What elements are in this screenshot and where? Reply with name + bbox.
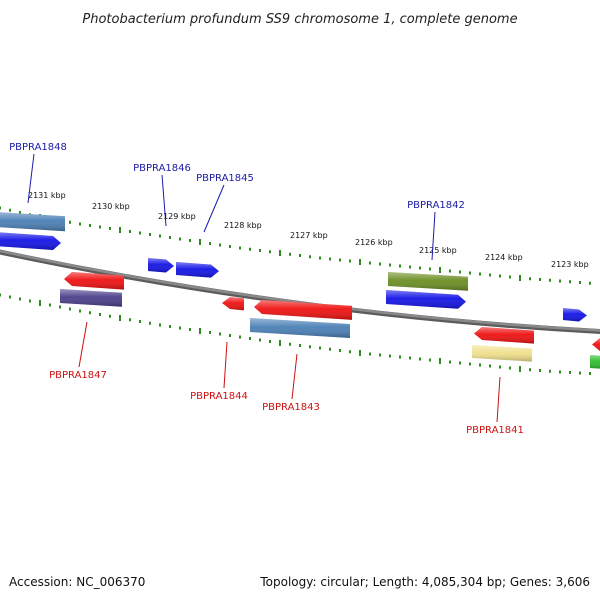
- scale-tick-label: 2126 kbp: [355, 238, 393, 247]
- gene-label-pbpra1845[interactable]: PBPRA1845: [196, 173, 254, 184]
- gene-label-pbpra1847[interactable]: PBPRA1847: [49, 370, 107, 381]
- leader-line-pbpra1842: [431, 211, 436, 261]
- leader-line-pbpra1848: [27, 153, 35, 204]
- gene-feature-red: [592, 338, 600, 351]
- gene-feature-olive: [388, 272, 468, 291]
- gene-feature-blue: [0, 232, 61, 250]
- leader-line-pbpra1843: [291, 353, 298, 400]
- gene-feature-navy: [60, 289, 122, 307]
- scale-tick-label: 2128 kbp: [224, 221, 262, 230]
- accession-text: Accession: NC_006370: [9, 575, 145, 589]
- gene-feature-red: [64, 272, 124, 290]
- gene-labels: PBPRA1848 PBPRA1846 PBPRA1845 PBPRA1842 PBPR…: [9, 142, 524, 436]
- leader-line-pbpra1841: [496, 376, 501, 423]
- gene-feature-khaki: [472, 345, 532, 362]
- gene-label-pbpra1848[interactable]: PBPRA1848: [9, 142, 67, 153]
- gene-label-pbpra1843[interactable]: PBPRA1843: [262, 402, 320, 413]
- map-title: Photobacterium profundum SS9 chromosome …: [82, 12, 517, 27]
- scale-tick-label: 2127 kbp: [290, 231, 328, 240]
- scale-tick-label: 2130 kbp: [92, 202, 130, 211]
- genome-summary-text: Topology: circular; Length: 4,085,304 bp…: [259, 575, 590, 589]
- gene-features: [0, 212, 600, 369]
- scale-tick-label: 2131 kbp: [28, 191, 66, 200]
- gene-feature-steelblue: [0, 212, 65, 232]
- gene-feature-red: [222, 297, 244, 311]
- leader-line-pbpra1845: [203, 184, 225, 233]
- gene-label-pbpra1841[interactable]: PBPRA1841: [466, 425, 524, 436]
- leader-line-pbpra1846: [161, 174, 167, 227]
- gene-label-pbpra1842[interactable]: PBPRA1842: [407, 200, 465, 211]
- gene-label-pbpra1846[interactable]: PBPRA1846: [133, 163, 191, 174]
- gene-feature-red: [254, 300, 352, 320]
- scale-tick-label: 2123 kbp: [551, 260, 589, 269]
- scale-tick-label: 2124 kbp: [485, 253, 523, 262]
- gene-feature-steelblue: [250, 318, 350, 338]
- gene-feature-blue: [386, 290, 466, 309]
- scale-tick-label: 2125 kbp: [419, 246, 457, 255]
- gene-feature-blue: [176, 262, 219, 278]
- gene-feature-green: [590, 355, 600, 369]
- gene-feature-blue: [148, 258, 174, 273]
- gene-feature-blue: [563, 308, 587, 322]
- gene-feature-red: [474, 327, 534, 344]
- leader-line-pbpra1847: [78, 321, 88, 368]
- leader-line-pbpra1844: [223, 341, 228, 389]
- gene-label-pbpra1844[interactable]: PBPRA1844: [190, 391, 248, 402]
- scale-tick-label: 2129 kbp: [158, 212, 196, 221]
- scale-ticks: 2131 kbp 2130 kbp 2129 kbp 2128 kbp 2127 kbp…: [0, 191, 591, 375]
